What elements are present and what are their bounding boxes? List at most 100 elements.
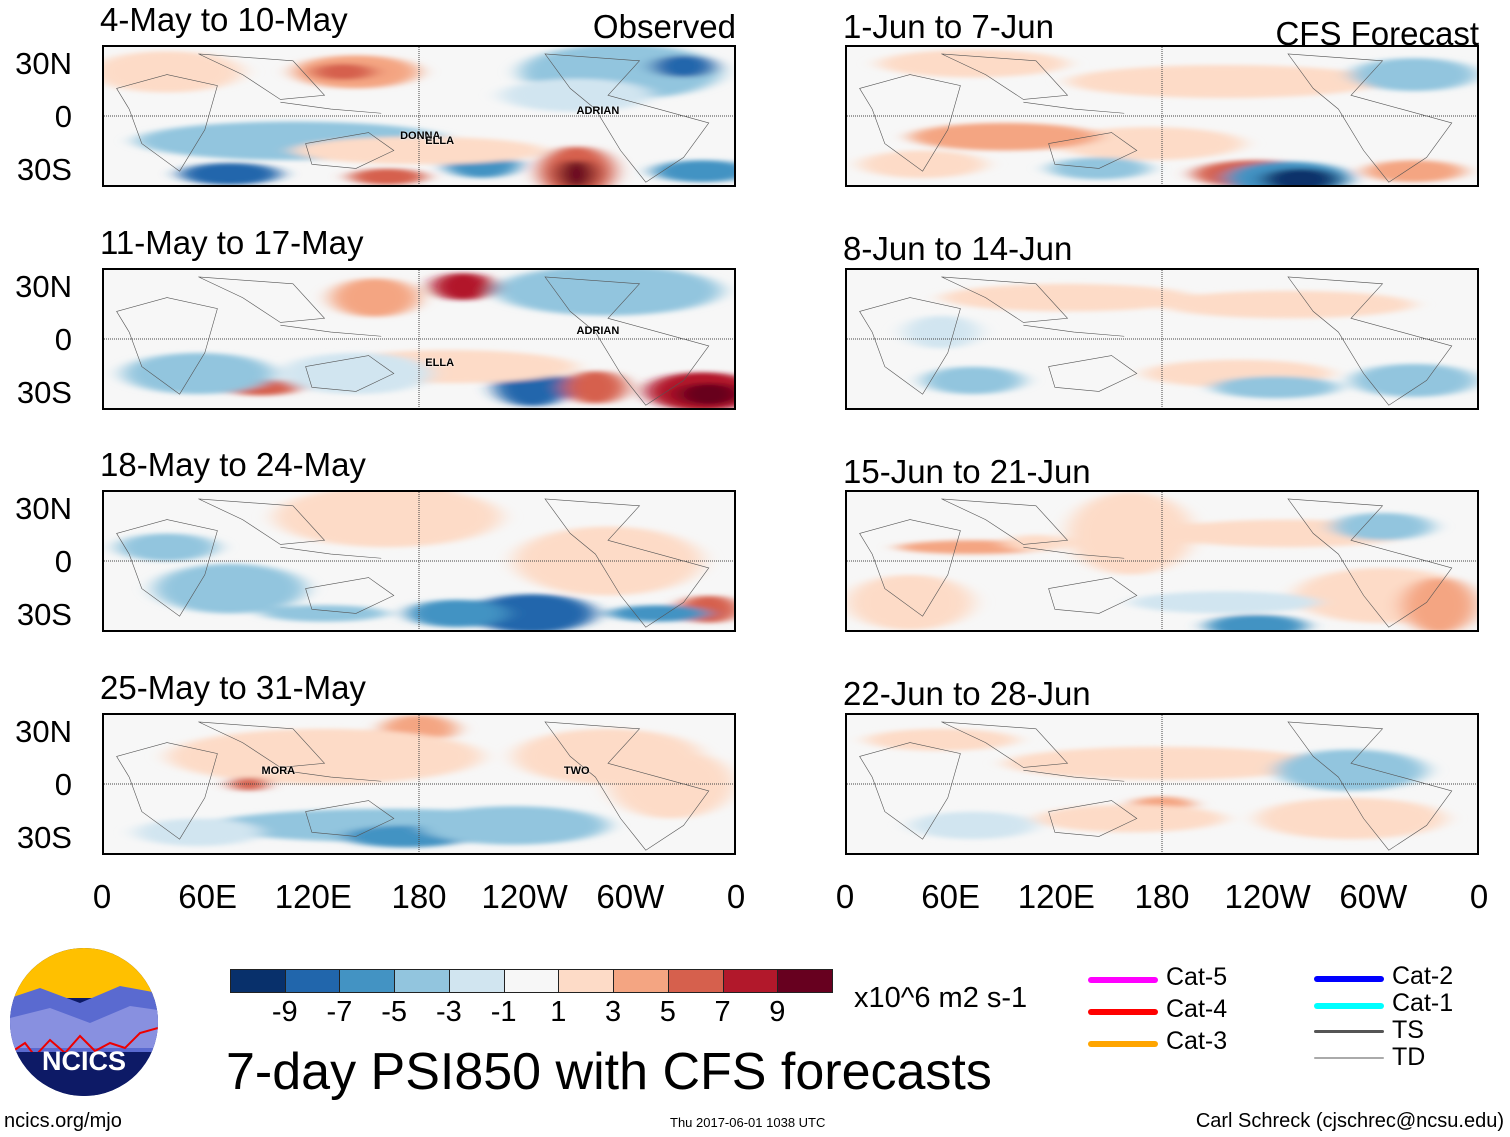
- coastlines: [117, 722, 709, 850]
- anomaly-contour: [494, 270, 722, 316]
- anomaly-contour: [280, 352, 432, 395]
- colorbar-label: -1: [490, 996, 517, 1028]
- storm-label: ADRIAN: [576, 325, 620, 338]
- anomaly-contour: [1212, 376, 1339, 399]
- anomaly-contour: [122, 352, 275, 395]
- colorbar-swatch: [503, 969, 560, 993]
- x-tick-label: 120W: [1224, 878, 1311, 915]
- colorbar-label: 7: [714, 996, 731, 1028]
- anomaly-contour: [116, 533, 218, 561]
- anomaly-contour: [311, 63, 375, 81]
- colorbar-swatch: [339, 969, 396, 993]
- anomaly-contour: [865, 728, 1018, 751]
- x-tick-label: 0: [726, 878, 746, 915]
- y-tick-label: 30S: [16, 375, 72, 410]
- legend-line: [1314, 976, 1384, 982]
- anomaly-contour: [1206, 614, 1307, 630]
- anomaly-contour: [349, 168, 426, 185]
- y-tick-label: 30S: [16, 820, 72, 855]
- footer-timestamp: Thu 2017-06-01 1038 UTC: [670, 1115, 826, 1130]
- anomaly-contour: [922, 366, 1024, 395]
- psi850-map: [102, 490, 736, 632]
- anomaly-contour: [154, 563, 306, 614]
- colorbar-label: -5: [381, 996, 408, 1028]
- y-tick-label: 30N: [15, 46, 72, 81]
- anomaly-contour: [910, 122, 1099, 151]
- legend-line: [1088, 1041, 1158, 1047]
- anomaly-contour: [1262, 168, 1339, 185]
- anomaly-contour: [557, 160, 596, 185]
- coastlines: [860, 499, 1452, 627]
- anomaly-contour: [903, 315, 980, 349]
- coastlines: [117, 499, 709, 627]
- anomaly-contour: [1351, 363, 1477, 397]
- anomaly-contour: [1067, 64, 1383, 99]
- legend-line: [1088, 977, 1158, 983]
- forecast-header: CFS Forecast: [1275, 15, 1479, 52]
- coastlines: [860, 54, 1452, 182]
- anomaly-contour: [1351, 58, 1477, 92]
- legend-label: TS: [1392, 1016, 1424, 1044]
- panel-title: 1-Jun to 7-Jun: [843, 8, 1054, 45]
- x-tick-label: 180: [1134, 878, 1190, 915]
- anomaly-contour: [1275, 749, 1427, 791]
- panel-title: 4-May to 10-May: [100, 1, 348, 38]
- anomaly-contour: [1363, 160, 1465, 183]
- y-tick-label: 0: [54, 544, 72, 579]
- psi850-map: [845, 268, 1479, 410]
- storm-label: ELLA: [425, 135, 455, 148]
- anomaly-contour: [910, 811, 1036, 840]
- colorbar-swatch: [448, 969, 505, 993]
- legend-label: Cat-5: [1166, 963, 1228, 991]
- legend-label: Cat-4: [1166, 995, 1228, 1023]
- colorbar-units: x10^6 m2 s-1: [854, 982, 1028, 1014]
- x-tick-label: 60W: [596, 878, 665, 915]
- storm-label: ELLA: [425, 356, 455, 369]
- anomaly-contour: [677, 383, 734, 406]
- anomaly-contour: [652, 160, 734, 183]
- legend-label: Cat-1: [1392, 989, 1454, 1017]
- panel-title: 18-May to 24-May: [100, 446, 366, 483]
- anomaly-contour: [1332, 512, 1433, 541]
- coastlines: [117, 277, 709, 405]
- x-tick-label: 0: [835, 878, 855, 915]
- anomaly-contour: [293, 136, 545, 165]
- coastlines: [860, 277, 1452, 405]
- anomaly-contour: [431, 272, 495, 301]
- storm-label: MORA: [261, 764, 296, 777]
- anomaly-contour: [652, 55, 716, 78]
- colorbar-label: 9: [769, 996, 786, 1028]
- y-tick-label: 0: [54, 767, 72, 802]
- y-tick-label: 0: [54, 99, 72, 134]
- colorbar-swatch: [667, 969, 724, 993]
- anomaly-contour: [406, 599, 508, 628]
- svg-text:NCICS: NCICS: [42, 1046, 126, 1076]
- legend-label: Cat-3: [1166, 1027, 1228, 1055]
- colorbar-swatch: [230, 969, 286, 993]
- psi850-map: [845, 490, 1479, 632]
- x-tick-label: 0: [1469, 878, 1489, 915]
- legend-line: [1314, 1030, 1384, 1033]
- y-tick-label: 30S: [16, 152, 72, 187]
- anomaly-contour: [608, 605, 709, 622]
- x-tick-label: 120E: [1017, 878, 1095, 915]
- x-tick-label: 120E: [274, 878, 352, 915]
- anomaly-contour: [179, 162, 281, 185]
- legend-label: Cat-2: [1392, 962, 1454, 990]
- colorbar-label: -7: [326, 996, 353, 1028]
- panel-title: 8-Jun to 14-Jun: [843, 230, 1073, 267]
- anomaly-contour: [419, 806, 608, 845]
- anomaly-contour: [1401, 577, 1477, 630]
- psi850-map: ADRIAN ELLA: [102, 268, 736, 410]
- anomaly-contour: [563, 370, 627, 404]
- colorbar-label: -3: [436, 996, 462, 1028]
- storm-label: ADRIAN: [576, 104, 620, 117]
- x-tick-label: 180: [391, 878, 447, 915]
- legend-label: TD: [1392, 1043, 1426, 1071]
- y-tick-label: 0: [54, 322, 72, 357]
- ncics-logo-icon: NCICS: [10, 948, 158, 1096]
- colorbar-label: 1: [550, 996, 567, 1028]
- psi850-map: [845, 45, 1479, 187]
- anomaly-contour: [135, 818, 262, 847]
